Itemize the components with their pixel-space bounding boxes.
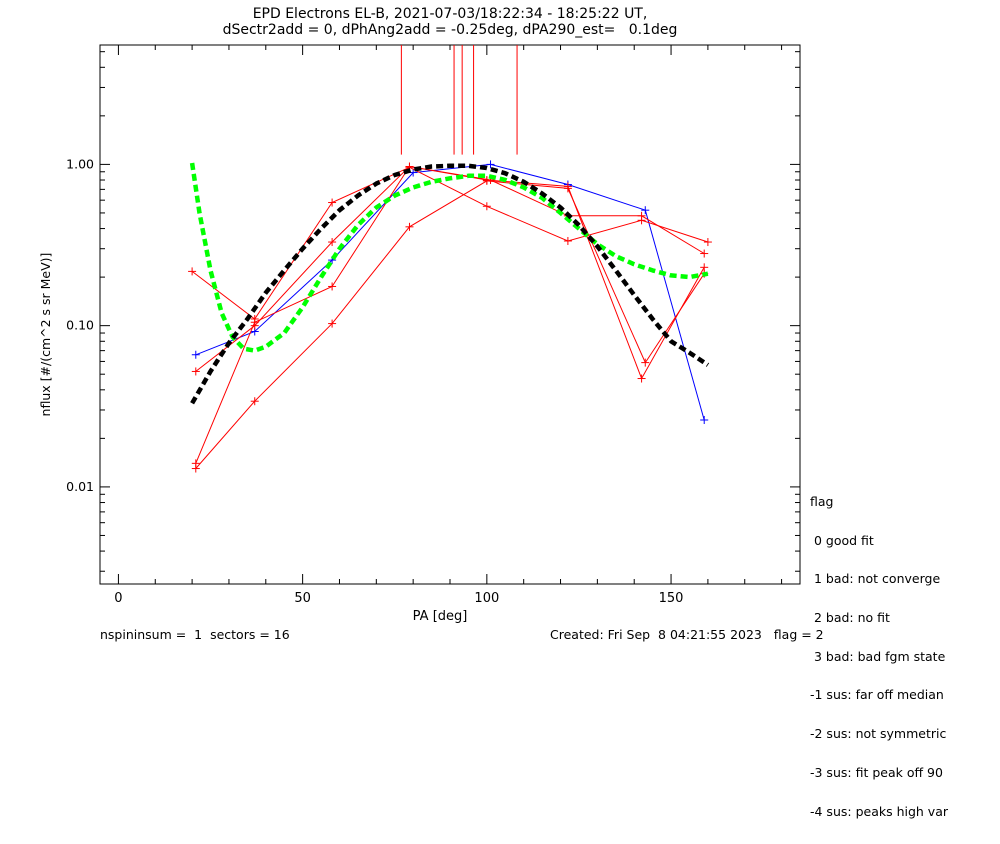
data-point-plus <box>563 184 572 193</box>
fit-curve-line <box>190 163 710 405</box>
footer-left: nspininsum = 1 sectors = 16 <box>100 627 290 642</box>
legend-item: 0 good fit <box>810 532 874 548</box>
y-tick-label: 0.01 <box>66 479 94 494</box>
data-point-plus <box>563 236 572 245</box>
legend-item: 2 bad: no fit <box>810 609 890 625</box>
x-tick-label: 100 <box>474 591 499 606</box>
legend-title: flag <box>810 493 834 509</box>
data-point-plus <box>191 464 200 473</box>
chart-title-line1: EPD Electrons EL-B, 2021-07-03/18:22:34 … <box>252 6 648 22</box>
data-point-plus <box>328 319 337 328</box>
data-point-plus <box>641 206 650 215</box>
series-line <box>195 165 705 372</box>
data-point-plus <box>250 318 259 327</box>
x-tick-label: 0 <box>114 591 122 606</box>
series-line <box>191 166 709 320</box>
plot-area: 0 50 100 150 0.01 0.10 1.00 PA [deg] nflux [#/(c… <box>38 44 801 624</box>
data-point-plus <box>482 176 491 185</box>
x-tick-label: 150 <box>659 591 684 606</box>
series-line <box>195 163 705 421</box>
legend-item: 1 bad: not converge <box>810 571 941 587</box>
data-point-plus <box>191 367 200 376</box>
data-point-plus <box>482 202 491 211</box>
data-point-plus <box>328 238 337 247</box>
legend-item: 3 bad: bad fgm state <box>810 648 946 664</box>
data-point-plus <box>250 397 259 406</box>
data-point-plus <box>191 350 200 359</box>
flag-legend: flag 0 good fit 1 bad: not converge 2 ba… <box>810 470 948 844</box>
y-tick-label: 0.10 <box>66 318 94 333</box>
series-line <box>195 165 705 464</box>
data-point-plus <box>637 211 646 220</box>
data-point-plus <box>405 222 414 231</box>
data-point-plus <box>641 358 650 367</box>
footer-right: Created: Fri Sep 8 04:21:55 2023 flag = … <box>550 627 824 642</box>
legend-item: -2 sus: not symmetric <box>810 726 947 742</box>
data-point-plus <box>700 249 709 258</box>
fit-curve-line <box>189 162 709 353</box>
y-tick-label: 1.00 <box>66 156 94 171</box>
data-point-plus <box>328 282 337 291</box>
chart-title-line2: dSectr2add = 0, dPhAng2add = -0.25deg, d… <box>222 22 678 38</box>
data-point-plus <box>637 374 646 383</box>
data-point-plus <box>700 415 709 424</box>
legend-item: -1 sus: far off median <box>810 687 944 703</box>
data-point-plus <box>188 267 197 276</box>
x-axis-label: PA [deg] <box>413 609 468 624</box>
series-line <box>195 180 705 469</box>
legend-item: -4 sus: peaks high var <box>810 803 949 819</box>
data-point-plus <box>486 160 495 169</box>
data-point-plus <box>703 238 712 247</box>
x-tick-label: 50 <box>294 591 311 606</box>
chart-figure: EPD Electrons EL-B, 2021-07-03/18:22:34 … <box>38 6 948 817</box>
y-axis-label: nflux [#/(cm^2 s sr MeV)] <box>38 253 53 417</box>
plot-frame <box>99 44 801 585</box>
data-point-plus <box>328 198 337 207</box>
legend-item: -3 sus: fit peak off 90 <box>810 764 943 780</box>
